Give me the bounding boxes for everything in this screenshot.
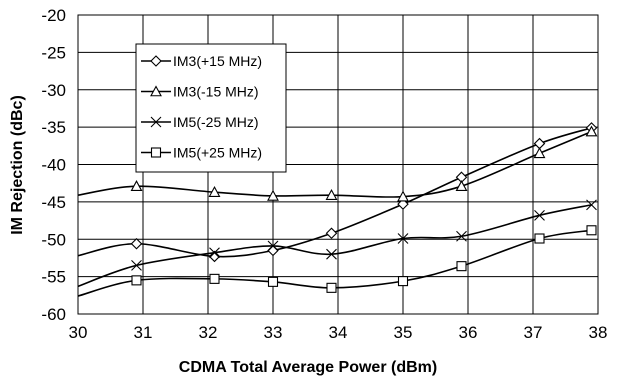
series-layer [77, 122, 598, 297]
x-tick-label: 37 [524, 323, 543, 342]
diamond-marker [130, 237, 143, 250]
x-marker [534, 209, 545, 221]
x-tick-label: 36 [459, 323, 478, 342]
legend-entry: IM3(+15 MHz) [141, 53, 262, 69]
x-tick-label: 32 [199, 323, 218, 342]
legend-label: IM5(-25 MHz) [173, 114, 259, 130]
diamond-marker [397, 198, 409, 210]
x-marker [586, 199, 597, 211]
diamond-marker [325, 227, 338, 240]
diamond-marker [208, 250, 221, 263]
y-tick-label: -35 [41, 118, 66, 137]
x-tick-label: 38 [589, 323, 608, 342]
square-marker [397, 276, 409, 287]
square-marker [326, 282, 337, 293]
legend-entry: IM3(-15 MHz) [141, 84, 259, 100]
x-marker [326, 248, 337, 260]
x-axis-title: CDMA Total Average Power (dBm) [179, 359, 437, 376]
x-marker [131, 260, 142, 271]
x-tick-label: 35 [394, 323, 413, 342]
y-tick-label: -55 [41, 268, 66, 287]
x-marker [456, 230, 467, 242]
triangle-marker [208, 186, 221, 197]
y-tick-labels: -20 -25 -30 -35 -40 -45 -50 -55 -60 [41, 6, 66, 324]
series-3 [77, 225, 597, 297]
diamond-marker [150, 55, 162, 67]
square-marker [209, 273, 220, 284]
x-tick-label: 33 [264, 323, 283, 342]
x-marker [150, 116, 162, 128]
y-tick-label: -25 [41, 43, 66, 62]
triangle-marker [533, 147, 546, 159]
series-1 [77, 125, 598, 202]
x-tick-labels: 30 31 32 33 34 35 36 37 38 [69, 323, 608, 342]
x-marker [397, 233, 409, 244]
triangle-marker [397, 190, 409, 202]
y-tick-label: -50 [41, 230, 66, 249]
square-marker [534, 233, 545, 244]
y-tick-label: -20 [41, 6, 66, 25]
square-marker [150, 147, 162, 158]
legend-label: IM3(+15 MHz) [173, 53, 262, 69]
square-marker [456, 261, 467, 272]
legend: IM3(+15 MHz) IM3(-15 MHz) IM5(-25 MHz) IM5(… [135, 43, 287, 173]
triangle-marker [150, 85, 162, 97]
triangle-marker [130, 180, 143, 191]
legend-entry: IM5(-25 MHz) [141, 114, 259, 130]
legend-entry: IM5(+25 MHz) [141, 145, 262, 161]
y-tick-label: -45 [41, 193, 66, 212]
x-tick-label: 31 [134, 323, 153, 342]
series-2 [77, 199, 597, 288]
square-marker [131, 275, 142, 286]
x-marker [209, 247, 220, 259]
x-marker [267, 240, 279, 252]
legend-label: IM3(-15 MHz) [173, 84, 259, 100]
legend-label: IM5(+25 MHz) [173, 145, 262, 161]
y-axis-title: IM Rejection (dBc) [9, 95, 26, 235]
plot-frame [77, 14, 599, 315]
x-tick-label: 30 [69, 323, 88, 342]
y-tick-label: -30 [41, 81, 66, 100]
y-tick-label: -40 [41, 156, 66, 175]
triangle-marker [267, 189, 279, 201]
square-marker [267, 276, 279, 287]
x-tick-label: 34 [329, 323, 348, 342]
triangle-marker [325, 188, 338, 200]
triangle-marker [585, 125, 598, 137]
square-marker [586, 225, 597, 236]
y-tick-label: -60 [41, 305, 66, 324]
triangle-marker [455, 180, 468, 191]
